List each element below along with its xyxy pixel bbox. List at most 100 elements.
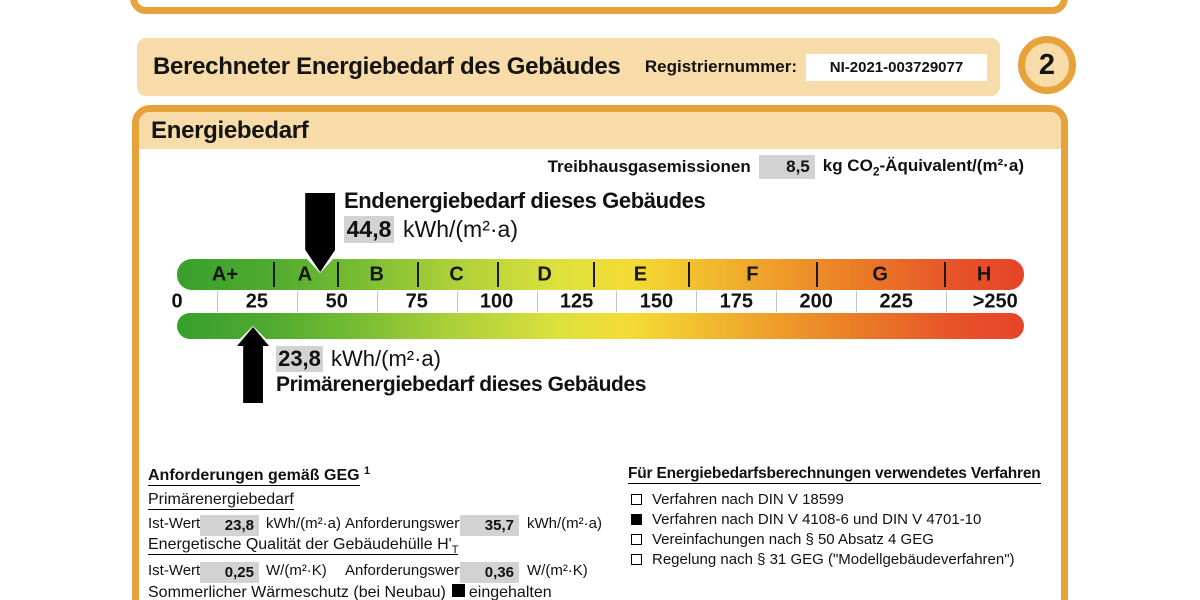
scale-tick-50: 50 <box>325 290 348 312</box>
ist-wert-value: 0,25 <box>224 564 254 581</box>
page-header: Berechneter Energiebedarf des Gebäudes R… <box>137 38 1000 96</box>
anforderungswert-label: Anforderungswert <box>345 562 464 579</box>
page-title: Berechneter Energiebedarf des Gebäudes <box>153 53 621 80</box>
scale-class-b: B <box>369 263 384 285</box>
methods-list: Verfahren nach DIN V 18599 Verfahren nach… <box>628 489 1015 569</box>
panel-title-band: Energiebedarf <box>139 112 1061 149</box>
ist-wert-value: 23,8 <box>224 517 254 534</box>
energy-class-band: A+ A B C D E F G H <box>177 259 1024 290</box>
previous-section-box: gemäß den §§ 79 ff. des Gebäudeenergiege… <box>130 0 1068 14</box>
scale-tick-150: 150 <box>639 290 674 312</box>
ghg-unit-post: -Äquivalent/(m²·a) <box>879 155 1025 175</box>
endenergie-value: 44,8 <box>346 216 392 242</box>
summer-status: eingehalten <box>468 584 552 600</box>
scale-class-h: H <box>976 263 992 285</box>
ist-wert-unit: W/(m²·K) <box>266 562 327 579</box>
summer-label: Sommerlicher Wärmeschutz (bei Neubau) <box>148 584 446 600</box>
ghg-value: 8,5 <box>786 157 810 176</box>
ist-wert-label: Ist-Wert <box>148 562 201 579</box>
primaerenergie-value-box: 23,8 <box>276 346 323 372</box>
registration-number: NI-2021-003729077 <box>829 58 964 76</box>
scale-tick-100: 100 <box>479 290 514 312</box>
endenergie-value-row: 44,8 kWh/(m²·a) <box>344 216 518 243</box>
scale-axis: 0 25 50 75 100 125 150 175 200 225 >250 <box>171 290 1024 313</box>
anforderungswert-value-box: 35,7 <box>460 515 519 536</box>
scale-tick-200: 200 <box>799 290 833 312</box>
primaerenergie-band <box>177 313 1024 339</box>
scale-class-divider <box>592 262 595 287</box>
method-item-1: Verfahren nach DIN V 4108-6 und DIN V 47… <box>628 509 1015 529</box>
panel-title: Energiebedarf <box>151 116 309 144</box>
endenergie-value-box: 44,8 <box>344 216 394 243</box>
unchecked-checkbox-icon <box>631 493 642 505</box>
scale-class-divider <box>944 262 947 287</box>
requirement-group-title-primaerenergie: Primärenergiebedarf <box>148 491 294 511</box>
ist-wert-value-box: 23,8 <box>200 515 259 536</box>
scale-tick-125: 125 <box>559 290 594 312</box>
method-item-0: Verfahren nach DIN V 18599 <box>628 489 1015 509</box>
scale-tick-separator <box>456 291 458 312</box>
requirements-heading: Anforderungen gemäß GEG 1 <box>148 465 371 487</box>
scale-class-divider <box>272 262 275 287</box>
anforderungswert-value: 0,36 <box>484 564 514 581</box>
scale-class-divider <box>336 262 339 287</box>
scale-class-a+: A+ <box>211 263 238 285</box>
requirement-group-title-gebaeudehuelle: Energetische Qualität der Gebäudehülle H… <box>148 536 459 556</box>
scale-class-divider <box>416 262 419 287</box>
scale-class-c: C <box>449 263 464 285</box>
requirements-footnote-marker: 1 <box>364 465 371 477</box>
scale-tick-separator <box>696 291 698 312</box>
scale-tick-225: 225 <box>879 290 913 312</box>
scale-class-divider <box>496 262 499 287</box>
group-title-text: Primärenergiebedarf <box>148 491 294 508</box>
scale-class-divider <box>688 262 691 287</box>
ghg-unit-pre: kg CO <box>822 155 873 175</box>
scale-class-g: G <box>872 263 888 285</box>
scale-tick-75: 75 <box>405 290 428 312</box>
methods-heading: Für Energiebedarfsberechnungen verwendet… <box>628 465 1058 484</box>
anforderungswert-value-box: 0,36 <box>460 562 519 583</box>
ghg-value-box: 8,5 <box>758 155 815 179</box>
method-item-3: Regelung nach § 31 GEG ("Modellgebäudeve… <box>628 549 1015 569</box>
method-item-2: Vereinfachungen nach § 50 Absatz 4 GEG <box>628 529 1015 549</box>
primaerenergie-heading: Primärenergiebedarf dieses Gebäudes <box>276 373 646 396</box>
method-label: Regelung nach § 31 GEG ("Modellgebäudeve… <box>652 550 1015 568</box>
scale-tick-175: 175 <box>719 290 754 312</box>
scale-class-e: E <box>633 263 648 285</box>
anforderungswert-unit: W/(m²·K) <box>527 562 588 579</box>
scale-class-f: F <box>746 263 759 285</box>
checked-checkbox-icon <box>451 584 465 597</box>
ghg-unit-sub: 2 <box>872 164 880 179</box>
energiebedarf-panel: Energiebedarf Treibhausgasemissionen 8,5… <box>132 105 1068 600</box>
ghg-unit: kg CO2-Äquivalent/(m²·a) <box>823 156 1024 178</box>
scale-tick-separator <box>536 291 538 312</box>
primaerenergie-unit: kWh/(m²·a) <box>331 346 441 371</box>
checked-checkbox-icon <box>631 513 642 525</box>
page-number: 2 <box>1038 48 1056 81</box>
group-title-text: Energetische Qualität der Gebäudehülle H… <box>148 536 452 553</box>
scale-tick-gt250: >250 <box>972 290 1018 312</box>
ist-wert-label: Ist-Wert <box>148 515 201 532</box>
unchecked-checkbox-icon <box>631 533 642 545</box>
methods-heading-text: Für Energiebedarfsberechnungen verwendet… <box>628 465 1041 484</box>
scale-tick-25: 25 <box>245 290 269 312</box>
energy-scale: A+ A B C D E F G H 0 25 50 75 100 125 150 175 200 225 >250 <box>171 193 1024 403</box>
scale-class-a: A <box>297 263 313 285</box>
endenergie-unit: kWh/(m²·a) <box>403 216 518 242</box>
requirements-heading-text: Anforderungen gemäß GEG <box>148 467 360 487</box>
unchecked-checkbox-icon <box>631 553 642 565</box>
summer-heat-protection-row: Sommerlicher Wärmeschutz (bei Neubau) ein… <box>148 584 552 600</box>
scale-tick-separator <box>776 291 778 312</box>
anforderungswert-label: Anforderungswert <box>345 515 464 532</box>
method-label: Vereinfachungen nach § 50 Absatz 4 GEG <box>652 530 934 548</box>
endenergie-heading: Endenergiebedarf dieses Gebäudes <box>344 188 706 213</box>
scale-tick-separator <box>616 291 618 312</box>
ghg-emissions-row: Treibhausgasemissionen 8,5 kg CO2-Äquiva… <box>548 154 1024 180</box>
registration-label: Registriernummer: <box>644 57 797 76</box>
primaerenergie-value: 23,8 <box>278 346 321 371</box>
scale-tick-separator <box>945 291 947 312</box>
page-number-badge: 2 <box>1018 36 1076 94</box>
ist-wert-value-box: 0,25 <box>200 562 259 583</box>
scale-tick-separator <box>376 291 378 312</box>
